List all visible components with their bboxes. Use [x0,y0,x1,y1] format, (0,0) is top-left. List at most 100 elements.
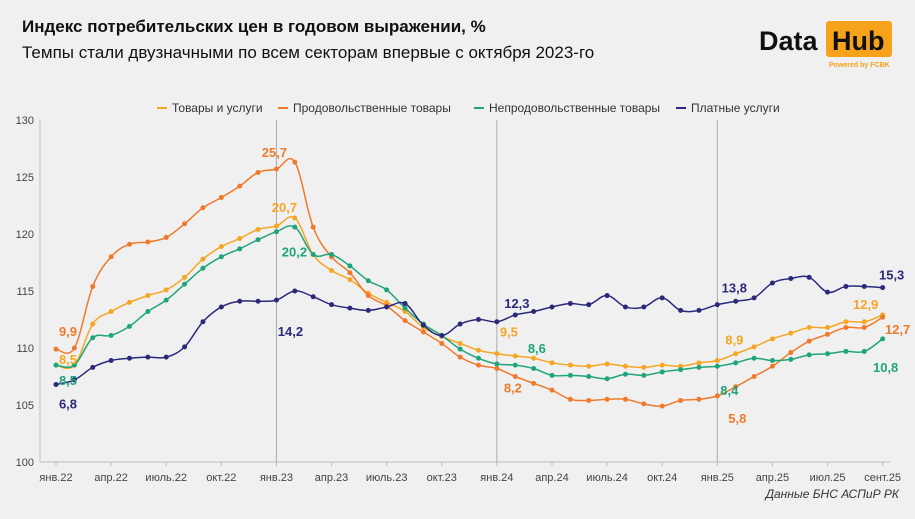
data-point [310,224,316,230]
data-label: 25,7 [262,145,287,160]
data-point [347,277,353,283]
data-point [751,295,757,301]
data-label: 12,9 [853,297,878,312]
data-point [402,318,408,324]
data-point [843,324,849,330]
data-point [531,309,537,315]
data-point [90,335,96,341]
data-point [659,403,665,409]
data-point [567,372,573,378]
data-point [549,304,555,310]
data-point [476,317,482,322]
data-point [108,332,114,338]
data-point [182,221,188,227]
data-point [531,380,537,386]
data-point [788,356,794,362]
source-note: Данные БНС АСПиР РК [764,487,900,501]
x-tick-label: апр.23 [315,472,348,484]
y-tick-label: 100 [16,457,34,469]
data-point [163,297,169,303]
data-point [825,331,831,337]
grid [275,120,718,462]
data-point [476,362,482,368]
data-point [549,360,555,366]
data-point [273,166,279,172]
data-point [806,352,812,358]
logo-tagline: Powered by FCBK [829,62,890,69]
series-line [55,275,883,386]
data-point [53,381,59,387]
data-point [678,397,684,403]
data-point [218,195,224,201]
data-point [476,355,482,361]
data-point [696,360,702,366]
data-point [273,223,279,229]
x-tick-label: апр.22 [94,472,127,484]
data-point [126,323,132,329]
data-point [586,302,592,308]
data-point [365,278,371,284]
data-point [90,364,96,370]
x-tick-label: июл.25 [810,472,846,484]
data-point [714,363,720,369]
data-point [861,319,867,325]
data-point [696,364,702,370]
data-point [53,346,59,352]
data-point [90,283,96,289]
data-point [788,330,794,336]
data-point [714,358,720,364]
x-tick-label: июль.24 [586,472,628,484]
data-label: 8,9 [725,333,743,348]
data-label: 9,5 [500,325,518,340]
data-point [237,246,243,252]
data-point [200,319,206,325]
x-tick-label: апр.25 [756,472,789,484]
data-point [641,364,647,370]
data-point [347,263,353,269]
data-label: 8,4 [720,383,739,398]
data-point [622,396,628,402]
series-line [55,216,883,370]
data-label: 10,8 [873,360,898,375]
data-point [696,396,702,402]
data-point [200,265,206,271]
y-tick-label: 105 [16,400,34,412]
data-point [200,256,206,262]
legend-label: Платные услуги [691,101,780,115]
data-point [126,355,132,361]
x-tick-label: июль.23 [366,472,408,484]
data-point [255,169,261,175]
y-tick-label: 125 [16,172,34,184]
data-label: 20,7 [272,200,297,215]
data-point [255,237,261,243]
data-label: 9,9 [59,324,77,339]
data-point [108,309,114,315]
datahub-logo: Data Hub Powered by FCBK [759,21,892,69]
data-point [696,307,702,313]
data-point [347,270,353,276]
data-point [769,363,775,369]
data-point [806,338,812,344]
data-point [53,362,59,368]
data-point [733,298,739,304]
annotations: 9,9 8,5 8,5 6,8 25,7 20,7 20,2 14,2 12,3 9,5 8,6 8,… [59,145,910,426]
data-point [71,345,77,351]
data-point [549,387,555,393]
data-point [825,351,831,357]
series-3 [53,224,886,382]
data-point [843,319,849,325]
y-tick-label: 110 [16,343,34,355]
data-point [622,304,628,310]
data-point [659,362,665,368]
data-point [218,244,224,250]
data-point [659,369,665,375]
data-point [861,348,867,354]
data-point [457,346,463,352]
data-point [218,254,224,260]
data-point [806,274,812,280]
data-point [825,289,831,295]
axes: 100 105 110 115 120 125 130 янв.22 апр.22 июль.22… [16,115,901,484]
data-point [678,307,684,313]
data-point [604,293,610,299]
series-2 [53,157,886,409]
